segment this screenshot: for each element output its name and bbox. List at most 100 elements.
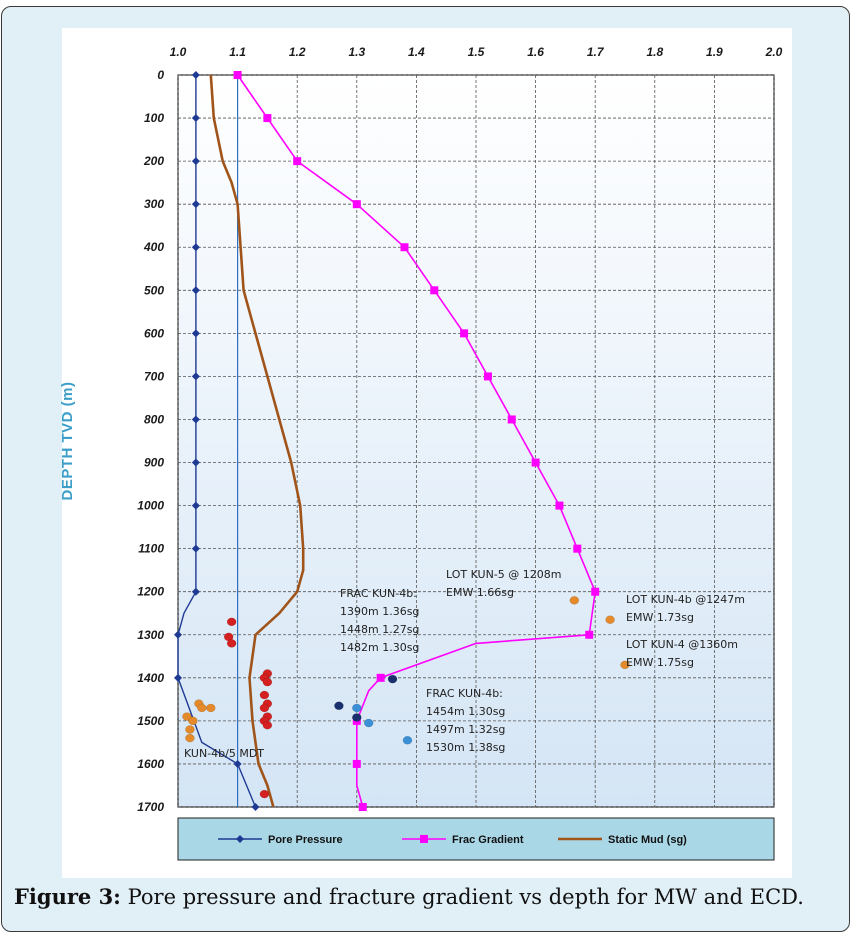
y-tick-label: 800 [144, 412, 164, 426]
annotation-lot-kun4b: LOT KUN-4b @1247m EMW 1.73sg [626, 593, 745, 624]
y-tick-label: 1100 [138, 542, 164, 556]
annotation-line: 1448m 1.27sg [340, 623, 419, 636]
depth-gradient-chart: 1.0 1.1 1.2 1.3 1.4 1.5 1.6 1.7 1.8 1.9 2.0 0 100 200… [59, 28, 792, 878]
x-tick-label: 1.8 [646, 45, 663, 59]
pore-pressure-point [191, 458, 200, 467]
x-tick-label: 1.4 [408, 45, 425, 59]
annotation-line: FRAC KUN-4b: [340, 587, 417, 600]
pore-pressure-point [191, 286, 200, 295]
data-point-orange [188, 716, 198, 726]
legend-label: Static Mud (sg) [608, 834, 687, 846]
annotation-line: EMW 1.75sg [626, 656, 694, 669]
y-tick-label: 300 [144, 197, 164, 211]
data-point-blue [352, 703, 362, 713]
legend-swatch-marker [236, 835, 244, 843]
data-point-orange [206, 703, 216, 713]
x-tick-label: 1.2 [289, 45, 306, 59]
pore-pressure-point [191, 372, 200, 381]
pore-pressure-point [191, 114, 200, 123]
annotation-line: 1497m 1.32sg [426, 723, 505, 736]
pore-pressure-point [174, 630, 182, 639]
frac-gradient-point [483, 372, 492, 381]
data-point-orange [185, 725, 195, 734]
legend-box [177, 817, 775, 861]
pore-pressure-point [191, 329, 200, 338]
y-tick-label: 0 [157, 68, 164, 82]
annotation-line: 1482m 1.30sg [340, 641, 419, 654]
data-point-blue [402, 736, 413, 745]
frac-gradient-point [573, 544, 582, 553]
data-point-red [259, 703, 270, 713]
annotation-line: LOT KUN-5 @ 1208m [446, 568, 561, 581]
pore-pressure-point [191, 415, 200, 424]
data-point-orange [185, 733, 195, 743]
pore-pressure-point [191, 587, 200, 596]
y-tick-label: 400 [143, 240, 164, 254]
annotation-line: 1530m 1.38sg [426, 741, 505, 754]
y-tick-label: 200 [143, 154, 164, 168]
x-tick-label: 1.3 [348, 45, 365, 59]
frac-gradient-point [293, 157, 302, 166]
figure-caption-text: Pore pressure and fracture gradient vs d… [120, 885, 804, 909]
pore-pressure-point [233, 759, 242, 768]
data-point-navy [352, 713, 362, 722]
frac-gradient-point [460, 329, 469, 338]
frac-gradient-point [233, 71, 242, 79]
data-point-red [226, 617, 237, 627]
data-point-navy [334, 701, 344, 711]
pore-pressure-point [191, 544, 200, 553]
y-axis-label: DEPTH TVD (m) [59, 382, 76, 501]
figure-caption-label: Figure 3: [14, 884, 121, 909]
pore-pressure-point [251, 803, 260, 811]
series-line [209, 74, 305, 808]
data-point-red [226, 639, 237, 648]
pore-pressure-point [191, 200, 200, 209]
annotation-line: KUN-4b/5 MDT [184, 747, 264, 760]
y-tick-label: 100 [144, 111, 164, 125]
y-tick-label: 1300 [137, 628, 164, 642]
y-tick-label: 1500 [137, 714, 164, 728]
data-point-blue [363, 718, 374, 728]
data-point-orange [197, 703, 207, 713]
y-tick-label: 1700 [137, 800, 164, 814]
legend-label: Frac Gradient [452, 834, 524, 846]
annotation-frac-kun4b-b: FRAC KUN-4b: 1454m 1.30sg 1497m 1.32sg 1530… [426, 687, 505, 754]
annotation-line: EMW 1.73sg [626, 611, 694, 624]
annotation-lot-kun4: LOT KUN-4 @1360m EMW 1.75sg [626, 638, 738, 669]
pore-pressure-point [191, 243, 200, 252]
frac-gradient-point [430, 286, 439, 295]
frac-gradient-point [585, 630, 594, 639]
data-point-orange [182, 712, 192, 721]
frac-gradient-point [352, 200, 361, 209]
data-point-red [259, 690, 270, 700]
frac-gradient-point [263, 114, 272, 123]
annotation-frac-kun4b-a: FRAC KUN-4b: 1390m 1.36sg 1448m 1.27sg 1482… [340, 587, 419, 654]
frac-gradient-point [352, 759, 361, 768]
figure-caption: Figure 3: Pore pressure and fracture gra… [14, 884, 804, 909]
pore-pressure-point [191, 157, 200, 166]
frac-gradient-point [531, 458, 540, 467]
data-point-red [262, 720, 273, 730]
frac-gradient-point [376, 673, 385, 682]
y-tick-label: 1600 [137, 757, 164, 771]
annotation-lot-kun5: LOT KUN-5 @ 1208m EMW 1.66sg [446, 568, 561, 599]
data-point-orange [620, 660, 630, 670]
frac-gradient-point [591, 587, 600, 596]
annotation-line: LOT KUN-4b @1247m [626, 593, 745, 606]
x-tick-label: 1.1 [229, 45, 246, 59]
x-tick-label: 1.9 [706, 45, 723, 59]
frac-gradient-point [507, 415, 516, 424]
annotation-line: 1454m 1.30sg [426, 705, 505, 718]
legend-swatch-marker [420, 835, 428, 843]
y-tick-label: 500 [144, 283, 164, 297]
y-tick-label: 900 [144, 456, 164, 470]
x-tick-label: 1.5 [468, 45, 485, 59]
y-tick-label: 1400 [137, 671, 164, 685]
y-tick-label: 700 [144, 369, 164, 383]
annotation-line: EMW 1.66sg [446, 586, 514, 599]
x-tick-label: 1.6 [527, 45, 544, 59]
data-point-red [262, 677, 273, 687]
pore-pressure-point [191, 71, 200, 79]
data-point-orange [569, 596, 580, 605]
frac-gradient-point [555, 501, 564, 510]
